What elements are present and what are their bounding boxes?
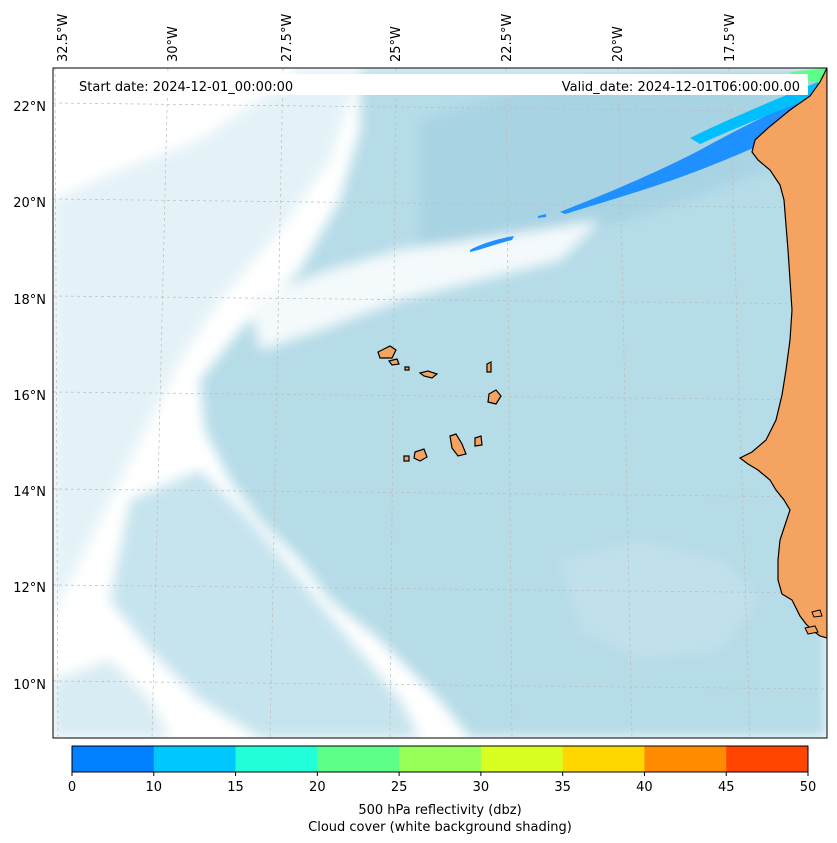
colorbar-ticks: 0 10 15 20 25 30 35 40 45 50 <box>68 772 816 795</box>
lon-label-20w: 20°W <box>611 26 626 62</box>
header-box <box>64 74 808 95</box>
fogo-island <box>413 448 428 462</box>
map-area <box>53 68 827 738</box>
colorbar-tick-label: 0 <box>68 780 76 795</box>
colorbar-swatch <box>644 746 727 772</box>
cape-verde-islands <box>377 345 502 462</box>
lon-label-30w: 30°W <box>166 26 181 62</box>
colorbar-swatches <box>72 746 809 772</box>
brava-island <box>403 455 410 462</box>
lon-label-17-5w: 17.5°W <box>723 14 738 62</box>
colorbar-swatch <box>72 746 155 772</box>
sao-vicente-island <box>387 358 400 366</box>
lon-label-32-5w: 32.5°W <box>56 14 71 62</box>
colorbar: 0 10 15 20 25 30 35 40 45 50 500 hPa reflectivity… <box>68 745 816 835</box>
latitude-labels: 22°N 20°N 18°N 16°N 14°N 12°N 10°N <box>13 100 46 693</box>
lat-label-14n: 14°N <box>13 485 46 500</box>
lat-label-10n: 10°N <box>13 678 46 693</box>
colorbar-swatch <box>235 746 318 772</box>
lat-label-20n: 20°N <box>13 196 46 211</box>
santa-luzia-island <box>404 366 410 371</box>
santiago-island <box>449 433 467 457</box>
boa-vista-island <box>487 389 502 405</box>
cloud-cover-shading <box>53 68 827 738</box>
graticule <box>53 68 827 738</box>
lat-label-16n: 16°N <box>13 389 46 404</box>
longitude-labels: 32.5°W 30°W 27.5°W 25°W 22.5°W 20°W 17.5… <box>56 14 738 62</box>
lat-label-18n: 18°N <box>13 293 46 308</box>
sal-island <box>486 361 492 373</box>
map-frame <box>52 67 828 739</box>
colorbar-swatch <box>562 746 645 772</box>
colorbar-frame <box>71 745 809 773</box>
colorbar-swatch <box>399 746 482 772</box>
lon-label-22-5w: 22.5°W <box>500 14 515 62</box>
colorbar-tick-label: 10 <box>146 780 163 795</box>
maio-island <box>474 435 483 447</box>
africa-landmass <box>738 68 827 639</box>
colorbar-title: 500 hPa reflectivity (dbz) <box>358 803 521 818</box>
santo-antao-island <box>377 345 397 359</box>
colorbar-swatch <box>480 746 564 772</box>
start-date-label: Start date: 2024-12-01_00:00:00 <box>79 80 293 95</box>
lon-label-27-5w: 27.5°W <box>280 14 295 62</box>
colorbar-tick-label: 40 <box>636 780 653 795</box>
colorbar-tick-label: 15 <box>227 780 244 795</box>
bijagos-islands <box>804 609 823 635</box>
colorbar-tick-label: 30 <box>473 780 490 795</box>
colorbar-tick-label: 50 <box>800 780 817 795</box>
lat-label-22n: 22°N <box>13 100 46 115</box>
lat-label-12n: 12°N <box>13 581 46 596</box>
colorbar-tick-label: 35 <box>554 780 571 795</box>
colorbar-swatch <box>726 746 809 772</box>
colorbar-subtitle: Cloud cover (white background shading) <box>308 820 572 835</box>
colorbar-tick-label: 25 <box>391 780 408 795</box>
colorbar-swatch <box>317 746 400 772</box>
sao-nicolau-island <box>418 370 439 379</box>
colorbar-tick-label: 45 <box>718 780 735 795</box>
lon-label-25w: 25°W <box>389 26 404 62</box>
colorbar-swatch <box>153 746 237 772</box>
colorbar-tick-label: 20 <box>309 780 326 795</box>
valid-date-label: Valid_date: 2024-12-01T06:00:00.00 <box>562 80 800 95</box>
